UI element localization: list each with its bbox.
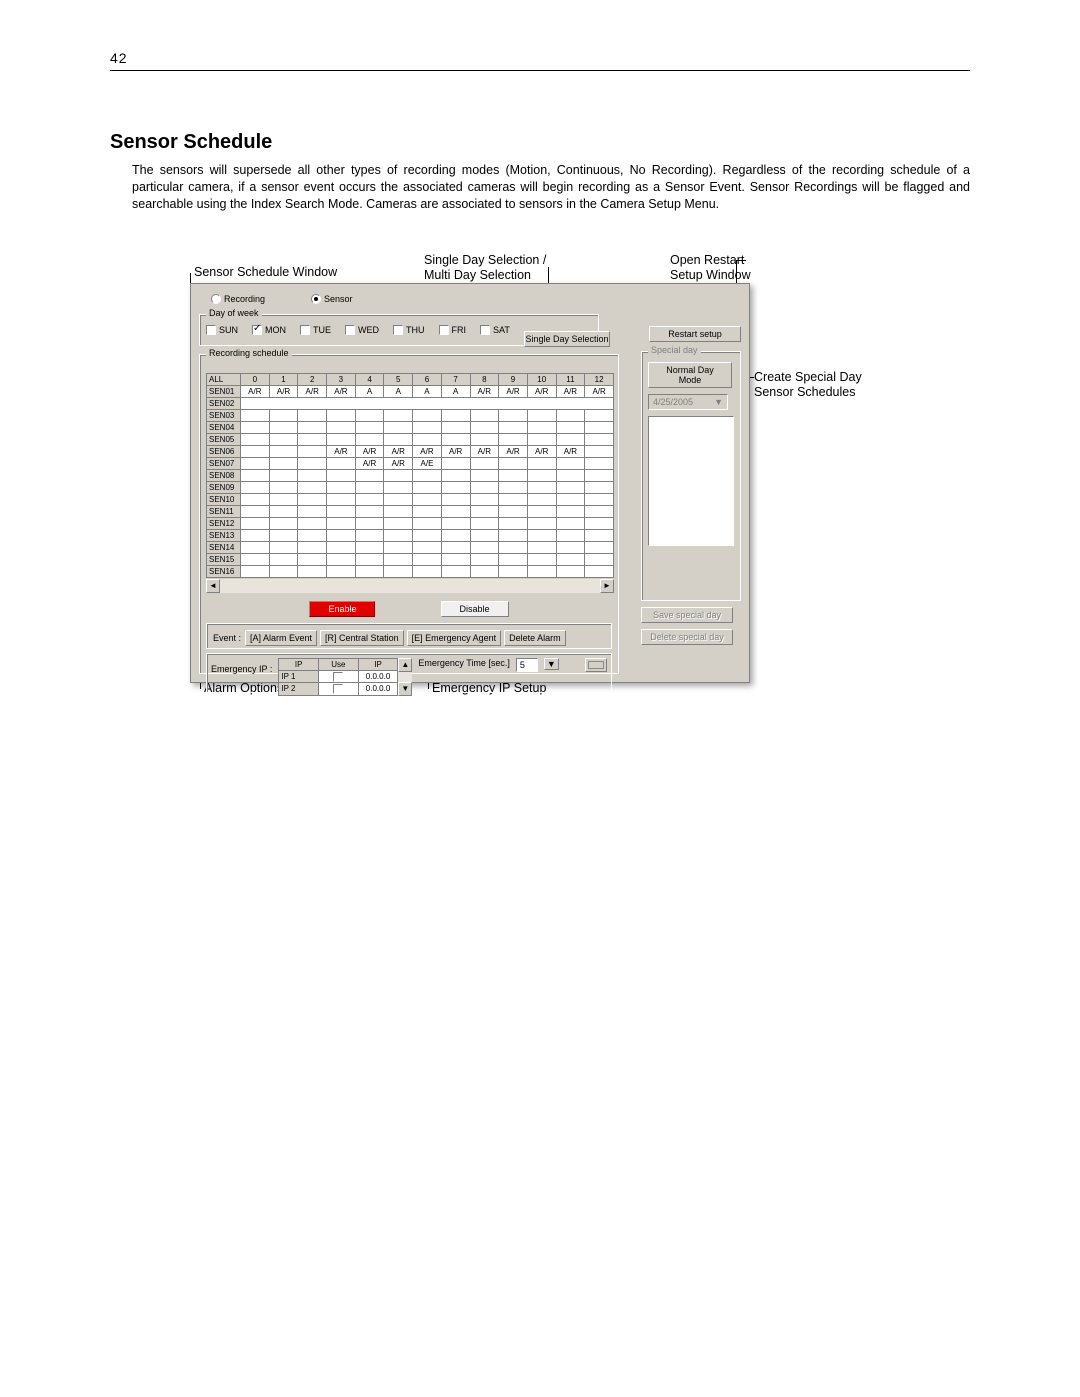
figure: Sensor Schedule Window Single Day Select… <box>170 253 940 723</box>
sensor-radio[interactable]: Sensor <box>311 294 353 304</box>
callout-text: Open Restart <box>670 253 744 267</box>
emergency-ip-label: Emergency IP : <box>211 658 272 674</box>
event-group: Event : [A] Alarm Event[R] Central Stati… <box>206 623 612 649</box>
date-value: 4/25/2005 <box>653 397 693 407</box>
callout-special-day: Create Special Day Sensor Schedules <box>754 370 862 401</box>
emergency-time-field[interactable]: 5 <box>516 658 538 672</box>
radio-label: Recording <box>224 294 265 304</box>
normal-day-mode-button[interactable]: Normal Day Mode <box>648 362 732 388</box>
restart-setup-button[interactable]: Restart setup <box>649 326 741 342</box>
day-checkbox-tue[interactable]: TUE <box>300 325 331 335</box>
scroll-right-icon[interactable]: ► <box>600 579 614 593</box>
day-checkbox-sat[interactable]: SAT <box>480 325 510 335</box>
callout-open-restart: Open Restart Setup Window <box>670 253 751 284</box>
special-day-listbox[interactable] <box>648 416 734 546</box>
keyboard-icon[interactable] <box>585 658 607 672</box>
save-special-day-button: Save special day <box>641 607 733 623</box>
emergency-ip-table[interactable]: IPUseIPIP 10.0.0.0IP 20.0.0.0 <box>278 658 398 696</box>
special-day-group: Special day Normal Day Mode 4/25/2005▼ <box>641 351 741 601</box>
callout-text: Multi Day Selection <box>424 268 531 282</box>
callout-day-selection: Single Day Selection / Multi Day Selecti… <box>424 253 546 284</box>
scroll-left-icon[interactable]: ◄ <box>206 579 220 593</box>
day-checkbox-mon[interactable]: MON <box>252 325 286 335</box>
callout-line <box>736 260 746 261</box>
groupbox-legend: Recording schedule <box>206 348 292 358</box>
recording-radio[interactable]: Recording <box>211 294 265 304</box>
emergency-time-label: Emergency Time [sec.] <box>418 658 510 668</box>
disable-button[interactable]: Disable <box>441 601 509 617</box>
event-button[interactable]: [A] Alarm Event <box>245 630 317 646</box>
callout-sensor-window: Sensor Schedule Window <box>194 265 337 281</box>
delete-special-day-button: Delete special day <box>641 629 733 645</box>
callout-text: Setup Window <box>670 268 751 282</box>
single-day-selection-button[interactable]: Single Day Selection <box>524 331 610 347</box>
ip-scrollbar-v[interactable]: ▲ ▼ <box>398 658 412 696</box>
special-date-dropdown: 4/25/2005 ▼ <box>648 394 728 410</box>
enable-button[interactable]: Enable <box>309 601 375 617</box>
chevron-down-icon: ▼ <box>714 397 723 407</box>
event-button[interactable]: [E] Emergency Agent <box>407 630 502 646</box>
section-title: Sensor Schedule <box>110 131 970 154</box>
section-body: The sensors will supersede all other typ… <box>132 162 970 213</box>
day-checkbox-thu[interactable]: THU <box>393 325 425 335</box>
radio-label: Sensor <box>324 294 353 304</box>
day-checkbox-sun[interactable]: SUN <box>206 325 238 335</box>
event-label: Event : <box>213 633 241 643</box>
day-checkbox-fri[interactable]: FRI <box>439 325 467 335</box>
groupbox-legend: Day of week <box>206 308 262 318</box>
callout-text: Sensor Schedules <box>754 385 855 399</box>
callout-text: Create Special Day <box>754 370 862 384</box>
schedule-grid[interactable]: ALL0123456789101112SEN01A/RA/RA/RA/RAAAA… <box>206 373 614 578</box>
callout-text: Single Day Selection / <box>424 253 546 267</box>
emergency-ip-group: Emergency IP : IPUseIPIP 10.0.0.0IP 20.0… <box>206 653 612 693</box>
event-button[interactable]: Delete Alarm <box>504 630 566 646</box>
event-button[interactable]: [R] Central Station <box>320 630 404 646</box>
page-number: 42 <box>110 50 970 66</box>
emergency-time-dropdown-icon[interactable]: ▼ <box>544 658 559 670</box>
sensor-schedule-dialog: Recording Sensor Day of week SUN MON TUE WE… <box>190 283 750 683</box>
groupbox-legend: Special day <box>648 345 701 355</box>
scroll-up-icon[interactable]: ▲ <box>398 658 412 672</box>
day-checkbox-wed[interactable]: WED <box>345 325 379 335</box>
recording-schedule-group: Recording schedule ALL0123456789101112SE… <box>199 354 619 674</box>
scroll-down-icon[interactable]: ▼ <box>398 682 412 696</box>
grid-scrollbar-h[interactable]: ◄ ► <box>206 579 614 593</box>
header-rule <box>110 70 970 71</box>
